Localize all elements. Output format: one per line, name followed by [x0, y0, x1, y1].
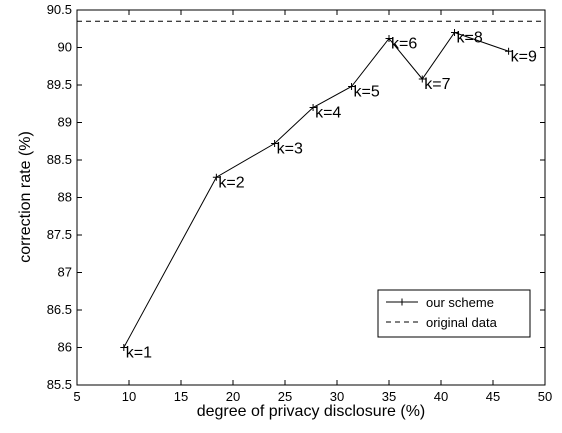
x-axis-label: degree of privacy disclosure (%)	[197, 403, 426, 420]
x-tick-label: 20	[226, 389, 240, 404]
point-label: k=5	[354, 84, 380, 101]
x-tick-label: 15	[174, 389, 188, 404]
x-tick-label: 5	[73, 389, 80, 404]
data-point-marker	[120, 344, 128, 351]
legend-box	[377, 289, 531, 338]
y-axis-label: correction rate (%)	[17, 131, 34, 263]
y-tick-label: 85.5	[47, 377, 72, 392]
legend: our scheme original data	[377, 289, 531, 338]
data-point-marker	[385, 35, 393, 42]
data-point-marker	[348, 83, 356, 90]
data-point-marker	[309, 104, 317, 111]
y-tick-label: 89	[58, 115, 72, 130]
data-point-marker	[418, 75, 426, 83]
y-tick-label: 90	[58, 40, 72, 55]
x-tick-label: 25	[278, 389, 292, 404]
x-tick-label: 35	[382, 389, 396, 404]
y-tick-label: 89.5	[47, 77, 72, 92]
data-point-marker	[212, 173, 220, 181]
y-tick-label: 87.5	[47, 227, 72, 242]
legend-label: our scheme	[426, 295, 494, 310]
y-tick-label: 88.5	[47, 152, 72, 167]
point-label: k=2	[218, 174, 244, 191]
x-tick-label: 40	[434, 389, 448, 404]
point-label: k=1	[126, 345, 152, 362]
point-label: k=3	[277, 141, 303, 158]
series-layer	[77, 20, 545, 351]
y-tick-label: 86	[58, 340, 72, 355]
y-tick-label: 87	[58, 265, 72, 280]
data-point-marker	[271, 140, 279, 147]
x-tick-labels: 5 10 15 20 25 30 35 40 45 50	[73, 389, 552, 404]
x-tick-label: 10	[122, 389, 136, 404]
point-label: k=4	[315, 105, 341, 122]
y-tick-label: 86.5	[47, 302, 72, 317]
point-labels: k=1 k=2 k=3 k=4 k=5 k=6 k=7 k=8 k=9	[126, 30, 537, 362]
point-label: k=6	[391, 36, 417, 53]
point-label: k=7	[424, 76, 450, 93]
legend-label: original data	[426, 315, 498, 330]
x-tick-label: 30	[330, 389, 344, 404]
point-label: k=8	[457, 30, 483, 47]
x-tick-label: 45	[486, 389, 500, 404]
y-tick-label: 90.5	[47, 2, 72, 17]
data-point-marker	[505, 47, 513, 55]
point-label: k=9	[511, 48, 537, 65]
tick-marks	[76, 9, 546, 386]
y-tick-labels: 85.5 86 86.5 87 87.5 88 88.5 89 89.5 90 90.5	[47, 2, 72, 392]
x-tick-label: 50	[538, 389, 552, 404]
y-tick-label: 88	[58, 190, 72, 205]
data-point-marker	[451, 29, 459, 36]
